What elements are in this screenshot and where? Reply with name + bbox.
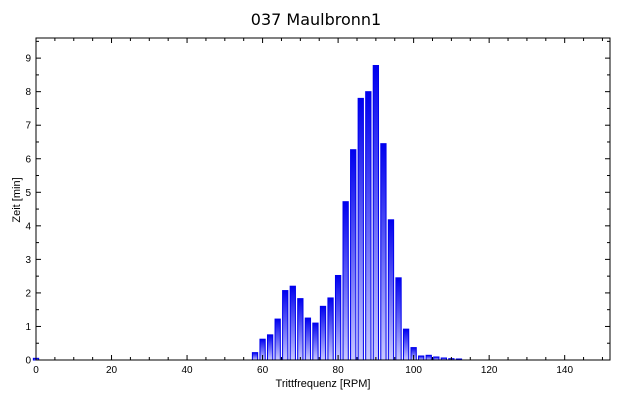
bar	[312, 322, 319, 361]
bar	[418, 355, 425, 361]
y-tick-label: 1	[25, 322, 31, 333]
x-tick-label: 0	[33, 365, 39, 376]
bar	[282, 290, 289, 361]
bar	[266, 334, 274, 361]
x-tick-label: 80	[333, 365, 345, 376]
bar	[380, 143, 387, 361]
chart-title: 037 Maulbronn1	[251, 10, 381, 29]
x-tick-label: 20	[106, 365, 118, 376]
plot-area: 0 20 40 60 80 100 120 140 0 1 2 3 4 5 6 7 8 9	[25, 37, 611, 376]
x-tick-label: 40	[181, 365, 193, 376]
bar	[289, 285, 296, 361]
bar	[372, 65, 380, 361]
bar	[357, 97, 364, 361]
bar	[387, 219, 395, 361]
bar	[297, 298, 304, 361]
bar	[274, 318, 281, 361]
bar	[365, 91, 372, 361]
y-tick-label: 3	[25, 255, 31, 266]
bar	[350, 149, 357, 361]
bar	[425, 354, 432, 361]
y-tick-label: 0	[25, 356, 31, 367]
bar	[304, 317, 312, 361]
y-tick-label: 4	[25, 221, 31, 232]
bar	[334, 274, 342, 361]
plot-frame	[35, 37, 611, 361]
bar	[402, 328, 410, 361]
y-tick-label: 5	[25, 188, 31, 199]
x-axis-label: Trittfrequenz [RPM]	[276, 378, 371, 390]
y-tick-label: 7	[25, 121, 31, 132]
y-tick-label: 8	[25, 87, 31, 98]
bar	[395, 277, 402, 361]
bar	[251, 352, 259, 361]
bar	[342, 201, 349, 361]
x-tick-label: 120	[481, 365, 498, 376]
y-tick-label: 9	[25, 54, 31, 65]
x-tick-label: 140	[556, 365, 573, 376]
x-tick-label: 100	[405, 365, 422, 376]
x-tick-label: 60	[257, 365, 269, 376]
y-tick-label: 6	[25, 154, 31, 165]
y-axis-label: Zeit [min]	[11, 177, 23, 222]
bar	[319, 305, 327, 361]
y-tick-label: 2	[25, 288, 31, 299]
bar	[327, 297, 334, 361]
